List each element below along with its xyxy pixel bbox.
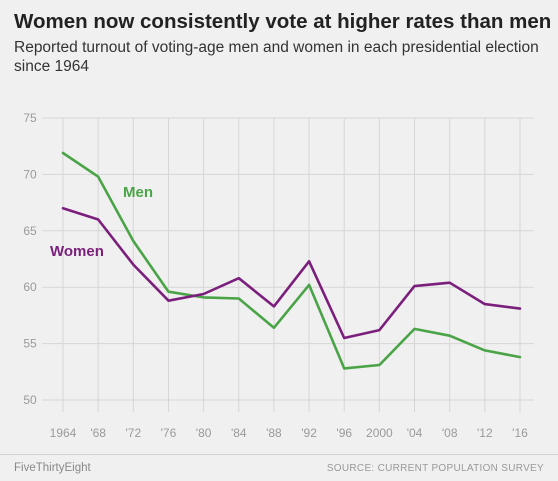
x-gridlines	[62, 118, 521, 412]
x-tick-label: '96	[336, 426, 352, 440]
y-tick-label: 55	[23, 337, 37, 351]
brand-label: FiveThirtyEight	[14, 462, 91, 474]
x-tick-label: '84	[231, 426, 247, 440]
y-axis-ticks: 50 55 60 65 70 75	[23, 111, 37, 407]
women-series-label: Women	[50, 243, 104, 260]
y-tick-label: 60	[23, 280, 37, 294]
x-tick-label: '12	[477, 426, 493, 440]
x-tick-label: 2000	[366, 426, 393, 440]
y-tick-label: 65	[23, 224, 37, 238]
y-gridlines	[42, 117, 534, 401]
x-tick-label: 1964	[50, 426, 77, 440]
x-tick-label: '80	[196, 426, 212, 440]
women-series-line	[61, 206, 522, 340]
chart-subtitle: Reported turnout of voting-age men and w…	[14, 39, 539, 75]
y-tick-label: 50	[23, 393, 37, 407]
footer: FiveThirtyEight SOURCE: CURRENT POPULATI…	[0, 454, 558, 481]
x-tick-label: '76	[161, 426, 177, 440]
line-chart: 50 55 60 65 70 75 1964 '68 '72 '76 '80 '84 '88 '92 '9…	[23, 111, 534, 440]
x-axis-ticks: 1964 '68 '72 '76 '80 '84 '88 '92 '96 2000 '04 '08 '1…	[50, 426, 528, 440]
x-tick-label: '72	[125, 426, 141, 440]
y-tick-label: 70	[23, 167, 37, 181]
men-series-line	[61, 151, 522, 370]
source-label: SOURCE: CURRENT POPULATION SURVEY	[326, 463, 544, 474]
x-tick-label: '08	[442, 426, 458, 440]
x-tick-label: '88	[266, 426, 282, 440]
y-tick-label: 75	[23, 111, 37, 125]
x-tick-label: '16	[512, 426, 528, 440]
x-tick-label: '68	[90, 426, 106, 440]
x-tick-label: '92	[301, 426, 317, 440]
series-lines	[61, 151, 522, 370]
x-tick-label: '04	[407, 426, 423, 440]
chart-title: Women now consistently vote at higher ra…	[14, 10, 552, 33]
men-series-label: Men	[123, 184, 153, 201]
